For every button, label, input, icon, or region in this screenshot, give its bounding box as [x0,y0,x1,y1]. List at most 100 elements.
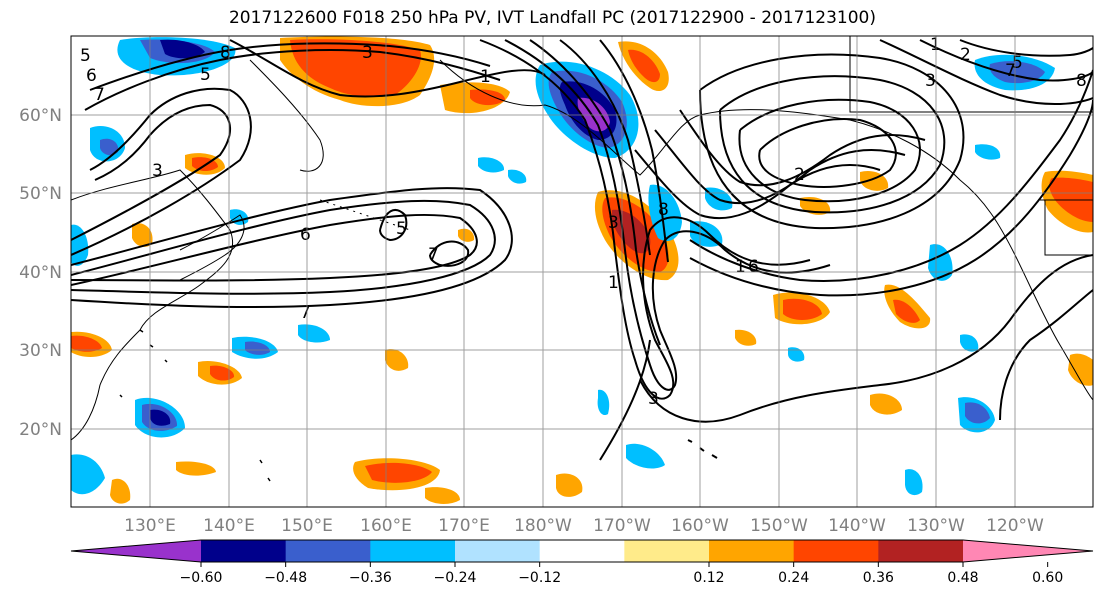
positive-anomaly-shade [735,329,757,346]
lat-label-20n: 20°N [19,420,62,440]
contour-label: 6 [300,225,311,245]
contour-label: 5 [1012,53,1023,73]
colorbar-tick-label: −0.24 [434,570,477,586]
contour-label: 3 [362,43,373,63]
negative-anomaly-shade [298,324,330,343]
negative-anomaly-shade [160,39,205,59]
contour-label: 6 [748,257,759,277]
pv-contour [689,69,1093,282]
lat-label-30n: 30°N [19,341,62,361]
latitude-labels: 60°N 50°N 40°N 30°N 20°N [19,106,62,440]
colorbar: −0.60 −0.48 −0.36 −0.24 −0.12 0.12 0.24 0.36 0.4… [70,539,1094,586]
japan-coastline [179,214,245,281]
contour-label: 3 [648,389,659,409]
colorbar-tick-label: −0.48 [264,570,307,586]
us-state-border [1044,200,1093,256]
colorbar-tick-label: 0.48 [947,570,978,586]
alaska-border [849,36,1093,113]
negative-anomaly-shade [960,334,979,352]
map-title: 2017122600 F018 250 hPa PV, IVT Landfall… [228,8,876,28]
longitude-labels: 130°E 140°E 150°E 160°E 170°E 180°W 170°… [124,516,1044,536]
positive-anomaly-shade [71,335,102,352]
pv-contour [71,87,252,256]
positive-anomaly-shade [870,393,902,415]
colorbar-swatch [455,540,541,562]
positive-anomaly-shade [425,487,460,504]
plot-frame [70,35,1094,508]
positive-anomaly-shade [110,478,131,504]
positive-anomaly-shade [893,299,920,323]
pv-contour [529,39,661,346]
colorbar-swatch [624,540,710,562]
pv-contour [429,240,470,267]
negative-anomaly-shade [597,389,610,416]
lon-label-170e: 170°E [438,516,490,536]
negative-anomaly-shade [975,144,1001,160]
pv-contours [71,39,1093,461]
negative-anomaly-shade [245,341,270,355]
contour-label: 2 [794,165,805,185]
negative-anomaly-shade [478,157,505,173]
lon-label-150w: 150°W [750,516,808,536]
pv-contour [559,39,651,256]
pv-contour [504,39,831,391]
contour-label: 1 [480,67,491,87]
negative-anomaly-shade [508,169,527,184]
hawaii-islands [687,439,718,459]
colorbar-max-extension [963,540,1093,562]
lat-label-40n: 40°N [19,263,62,283]
colorbar-swatch [201,540,287,562]
colorbar-min-extension [71,540,201,562]
colorbar-swatch [285,540,371,562]
contour-label: 5 [396,219,407,239]
colorbar-swatch [539,540,625,562]
positive-anomaly-shade [176,461,216,476]
contour-label: 3 [925,71,936,91]
contour-label: 7 [1005,61,1016,81]
pv-contour [919,39,1093,82]
pv-contour [999,289,1093,421]
pv-contour [71,187,513,309]
lat-label-50n: 50°N [19,184,62,204]
lon-label-150e: 150°E [281,516,333,536]
contour-label: 7 [300,303,311,323]
map-content: 5 6 7 8 3 5 3 6 5 7 7 1 3 8 2 1 2 1 3 8 … [71,36,1093,507]
negative-anomaly-shade [648,184,682,242]
contour-labels: 5 6 7 8 3 5 3 6 5 7 7 1 3 8 2 1 2 1 3 8 … [80,36,1087,409]
positive-anomaly-shade [628,49,660,83]
positive-anomaly-shade [132,223,153,247]
negative-anomaly-shade [71,224,89,266]
contour-label: 5 [80,46,91,66]
pv-contour [738,98,921,203]
colorbar-swatch [793,540,879,562]
pv-contour [959,39,1093,57]
lon-label-120w: 120°W [986,516,1044,536]
asia-coastline [71,169,234,441]
kamchatka-coastline [249,59,324,172]
pv-contour [679,109,926,187]
positive-anomaly-shade [365,462,432,483]
positive-anomaly-shade [385,349,409,371]
colorbar-tick-label: 0.24 [778,570,809,586]
contour-label: 7 [428,245,439,265]
contour-label: 1 [735,257,746,277]
pv-contour [71,213,478,286]
negative-anomaly-shade [150,409,171,426]
pv-contour [84,49,501,111]
pv-contour [719,75,946,214]
positive-anomaly-shade [470,89,505,106]
pv-contour [89,42,491,91]
negative-anomaly-shade [905,469,923,496]
colorbar-tick-label: −0.60 [180,570,223,586]
lon-label-180w: 180°W [514,516,572,536]
contour-label: 1 [608,273,619,293]
aleutian-chain [319,199,411,231]
colorbar-tick-label: −0.12 [518,570,561,586]
negative-anomaly-shade [71,454,105,495]
positive-anomaly-shade [556,473,583,497]
lat-label-60n: 60°N [19,106,62,126]
negative-anomaly-shade [989,61,1045,84]
positive-anomaly-shade [1068,353,1093,386]
contour-label: 7 [94,85,105,105]
